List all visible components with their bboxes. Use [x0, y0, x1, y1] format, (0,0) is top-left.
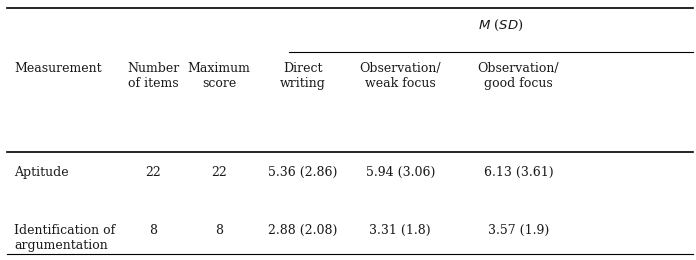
Text: 22: 22: [212, 166, 227, 179]
Text: Maximum
score: Maximum score: [188, 62, 251, 90]
Text: Identification of
argumentation: Identification of argumentation: [14, 224, 115, 252]
Text: 8: 8: [149, 224, 157, 237]
Text: 3.57 (1.9): 3.57 (1.9): [488, 224, 549, 237]
Text: Aptitude: Aptitude: [14, 166, 68, 179]
Text: Number
of items: Number of items: [127, 62, 180, 90]
Text: 5.36 (2.86): 5.36 (2.86): [268, 166, 338, 179]
Text: 2.88 (2.08): 2.88 (2.08): [268, 224, 338, 237]
Text: Measurement: Measurement: [14, 62, 102, 75]
Text: Observation/
good focus: Observation/ good focus: [477, 62, 560, 90]
Text: 22: 22: [145, 166, 161, 179]
Text: 8: 8: [215, 224, 223, 237]
Text: Direct
writing: Direct writing: [280, 62, 326, 90]
Text: Observation/
weak focus: Observation/ weak focus: [359, 62, 441, 90]
Text: 6.13 (3.61): 6.13 (3.61): [484, 166, 553, 179]
Text: 5.94 (3.06): 5.94 (3.06): [365, 166, 435, 179]
Text: $\mathit{M}$ ($\mathit{SD}$): $\mathit{M}$ ($\mathit{SD}$): [478, 18, 524, 33]
Text: 3.31 (1.8): 3.31 (1.8): [370, 224, 431, 237]
